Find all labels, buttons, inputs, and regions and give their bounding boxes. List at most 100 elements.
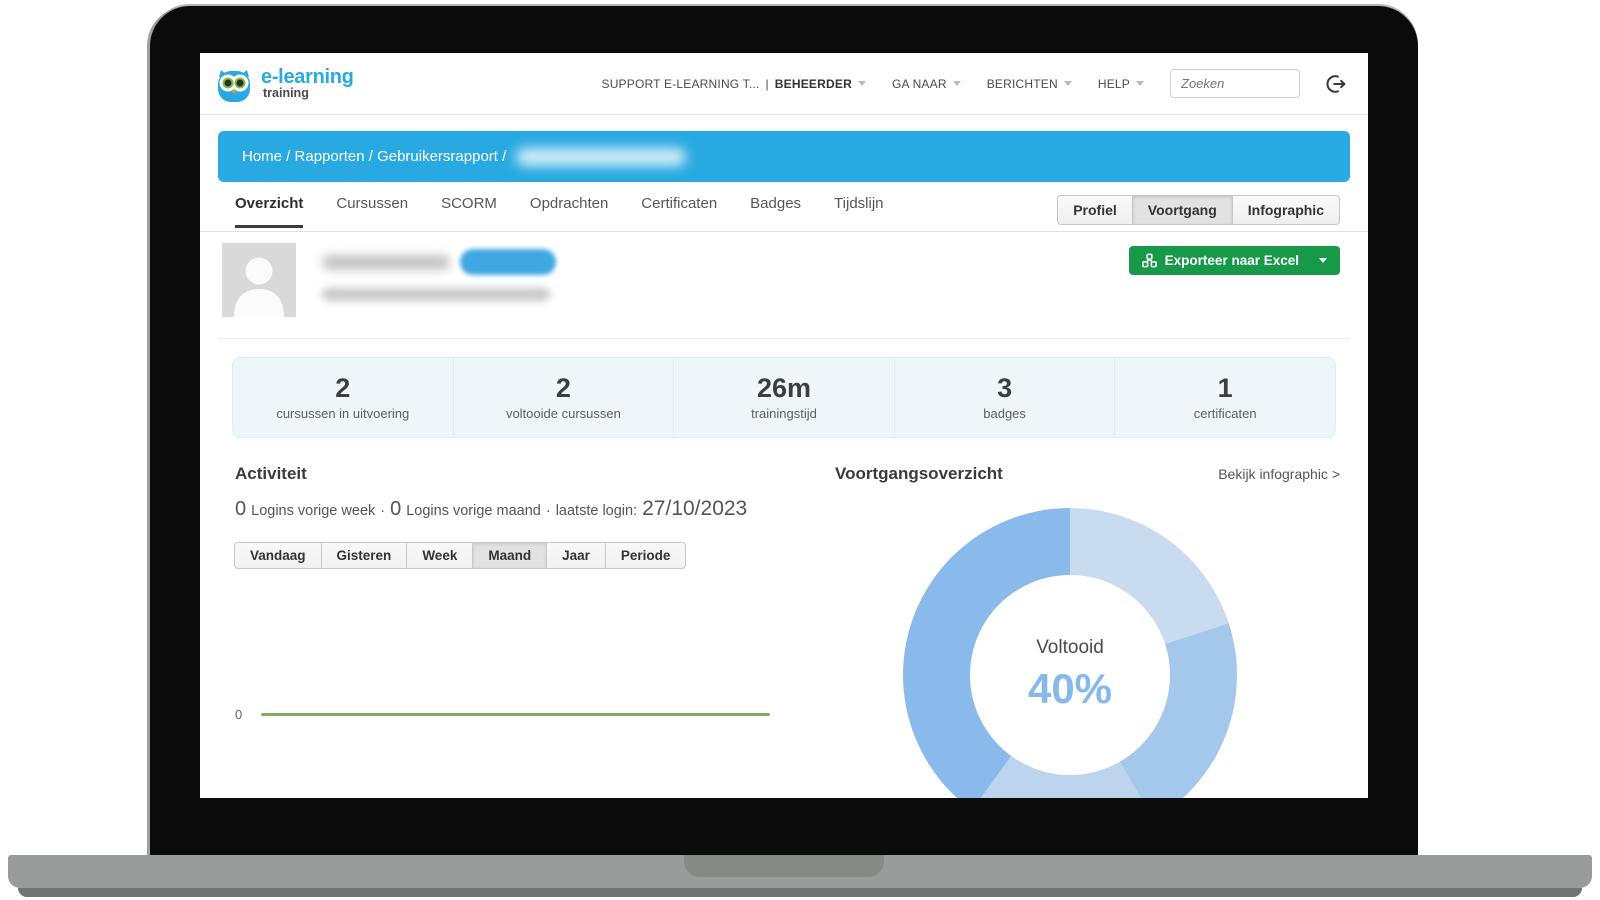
profile-section: Exporteer naar Excel: [200, 232, 1368, 317]
nav-berichten-label: BERICHTEN: [986, 76, 1058, 91]
top-nav: SUPPORT E-LEARNING T... | BEHEERDER GA N…: [601, 69, 1348, 98]
dot-separator: ·: [545, 503, 551, 519]
export-icon: [1141, 253, 1157, 268]
breadcrumb[interactable]: Home / Rapporten / Gebruikersrapport /: [242, 148, 507, 165]
chevron-down-icon: [857, 81, 866, 86]
owl-logo-icon: [218, 69, 250, 102]
view-button-profiel[interactable]: Profiel: [1057, 195, 1133, 225]
activity-title: Activiteit: [235, 464, 307, 483]
stat-value: 26m: [756, 373, 811, 403]
logout-icon: [1326, 74, 1346, 93]
infographic-link[interactable]: Bekijk infographic >: [1218, 466, 1340, 482]
tab-certificaten[interactable]: Certificaten: [641, 195, 718, 212]
range-button-vandaag[interactable]: Vandaag: [234, 542, 322, 569]
tab-row: Overzicht Cursussen SCORM Opdrachten Cer…: [200, 195, 1368, 232]
laptop-screen: e-learning training SUPPORT E-LEARNING T…: [200, 53, 1368, 798]
stat-label: certificaten: [1193, 406, 1257, 421]
person-silhouette-icon: [234, 257, 284, 317]
breadcrumb-bar: Home / Rapporten / Gebruikersrapport /: [218, 131, 1350, 182]
redacted-breadcrumb-name: [516, 147, 687, 166]
logout-button[interactable]: [1326, 73, 1348, 95]
y-axis-tick: 0: [235, 707, 243, 722]
chevron-down-icon: [1319, 258, 1327, 263]
tab-cursussen[interactable]: Cursussen: [336, 195, 409, 212]
logo-line2: training: [263, 86, 309, 100]
redacted-user-subtitle: [322, 288, 550, 301]
profile-identity: [222, 243, 556, 317]
range-switch: Vandaag Gisteren Week Maand Jaar Periode: [234, 542, 770, 569]
tab-badges[interactable]: Badges: [750, 195, 802, 212]
range-button-gisteren[interactable]: Gisteren: [320, 542, 408, 569]
stat-label: trainingstijd: [751, 406, 817, 421]
logo-text: e-learning training: [261, 67, 354, 100]
stat-badges: 3 badges: [893, 358, 1115, 437]
progress-donut: Voltooid 40%: [903, 508, 1237, 798]
progress-title: Voortgangsoverzicht: [835, 464, 1003, 483]
redacted-role-badge: [460, 249, 556, 275]
range-button-week[interactable]: Week: [406, 542, 474, 569]
stat-label: voltooide cursussen: [505, 406, 621, 421]
activity-line: [261, 713, 770, 716]
account-name: SUPPORT E-LEARNING T...: [601, 76, 760, 91]
activity-section: Activiteit 0 Logins vorige week · 0 Logi…: [234, 464, 770, 798]
logins-month-label: Logins vorige maand: [406, 503, 541, 519]
donut-center-value: 40%: [1027, 665, 1113, 712]
range-button-jaar[interactable]: Jaar: [546, 542, 606, 569]
stat-label: cursussen in uitvoering: [276, 406, 410, 421]
search-input[interactable]: [1170, 69, 1300, 98]
view-button-infographic[interactable]: Infographic: [1231, 195, 1340, 225]
stat-value: 1: [1217, 373, 1233, 403]
chevron-down-icon: [952, 81, 961, 86]
logins-week-value: 0: [235, 498, 247, 520]
range-button-maand[interactable]: Maand: [472, 542, 548, 569]
stat-label: badges: [983, 406, 1026, 421]
view-switch: Profiel Voortgang Infographic: [1057, 195, 1340, 225]
logins-month-value: 0: [390, 498, 402, 520]
export-excel-button[interactable]: Exporteer naar Excel: [1128, 246, 1340, 275]
app-logo[interactable]: e-learning training: [214, 64, 354, 104]
tab-scorm[interactable]: SCORM: [441, 195, 497, 212]
account-role: BEHEERDER: [774, 76, 852, 91]
account-separator: |: [765, 76, 769, 91]
tab-opdrachten[interactable]: Opdrachten: [529, 195, 609, 212]
logins-week-label: Logins vorige week: [251, 503, 376, 519]
donut-center-label: Voltooid: [1036, 637, 1104, 658]
laptop-notch: [684, 855, 884, 877]
last-login-date: 27/10/2023: [642, 497, 748, 520]
stat-value: 3: [997, 373, 1013, 403]
main-content: Activiteit 0 Logins vorige week · 0 Logi…: [200, 438, 1368, 798]
stat-trainingstijd: 26m trainingstijd: [673, 358, 894, 437]
stat-certificaten: 1 certificaten: [1114, 358, 1335, 437]
stat-value: 2: [555, 373, 571, 403]
tab-tijdslijn[interactable]: Tijdslijn: [834, 195, 884, 212]
range-button-periode[interactable]: Periode: [604, 542, 687, 569]
nav-help[interactable]: HELP: [1098, 77, 1144, 91]
stat-value: 2: [335, 373, 351, 403]
nav-berichten[interactable]: BERICHTEN: [987, 77, 1072, 91]
tab-overzicht[interactable]: Overzicht: [235, 195, 304, 228]
activity-chart: 0: [235, 707, 770, 722]
stat-voltooide-cursussen: 2 voltooide cursussen: [452, 358, 674, 437]
laptop-base-front: [18, 888, 1582, 897]
nav-help-label: HELP: [1097, 76, 1130, 91]
divider: [218, 338, 1350, 339]
stats-panel: 2 cursussen in uitvoering 2 voltooide cu…: [232, 357, 1336, 438]
last-login-label: laatste login:: [555, 503, 638, 519]
app-header: e-learning training SUPPORT E-LEARNING T…: [200, 53, 1368, 115]
redacted-user-name: [322, 254, 450, 270]
profile-texts: [322, 243, 556, 317]
dot-separator: ·: [380, 503, 386, 519]
nav-ga-naar-label: GA NAAR: [891, 76, 947, 91]
view-button-voortgang[interactable]: Voortgang: [1131, 195, 1233, 225]
donut-center: Voltooid 40%: [970, 575, 1170, 775]
avatar: [222, 243, 296, 317]
nav-ga-naar[interactable]: GA NAAR: [892, 77, 961, 91]
export-excel-label: Exporteer naar Excel: [1164, 253, 1299, 268]
chevron-down-icon: [1063, 81, 1072, 86]
stat-cursussen-in-uitvoering: 2 cursussen in uitvoering: [233, 358, 453, 437]
chevron-down-icon: [1136, 81, 1144, 86]
logo-line1: e-learning: [261, 66, 354, 88]
nav-account-menu[interactable]: SUPPORT E-LEARNING T... | BEHEERDER: [601, 76, 866, 91]
progress-section: Voortgangsoverzicht Bekijk infographic >…: [835, 464, 1340, 798]
